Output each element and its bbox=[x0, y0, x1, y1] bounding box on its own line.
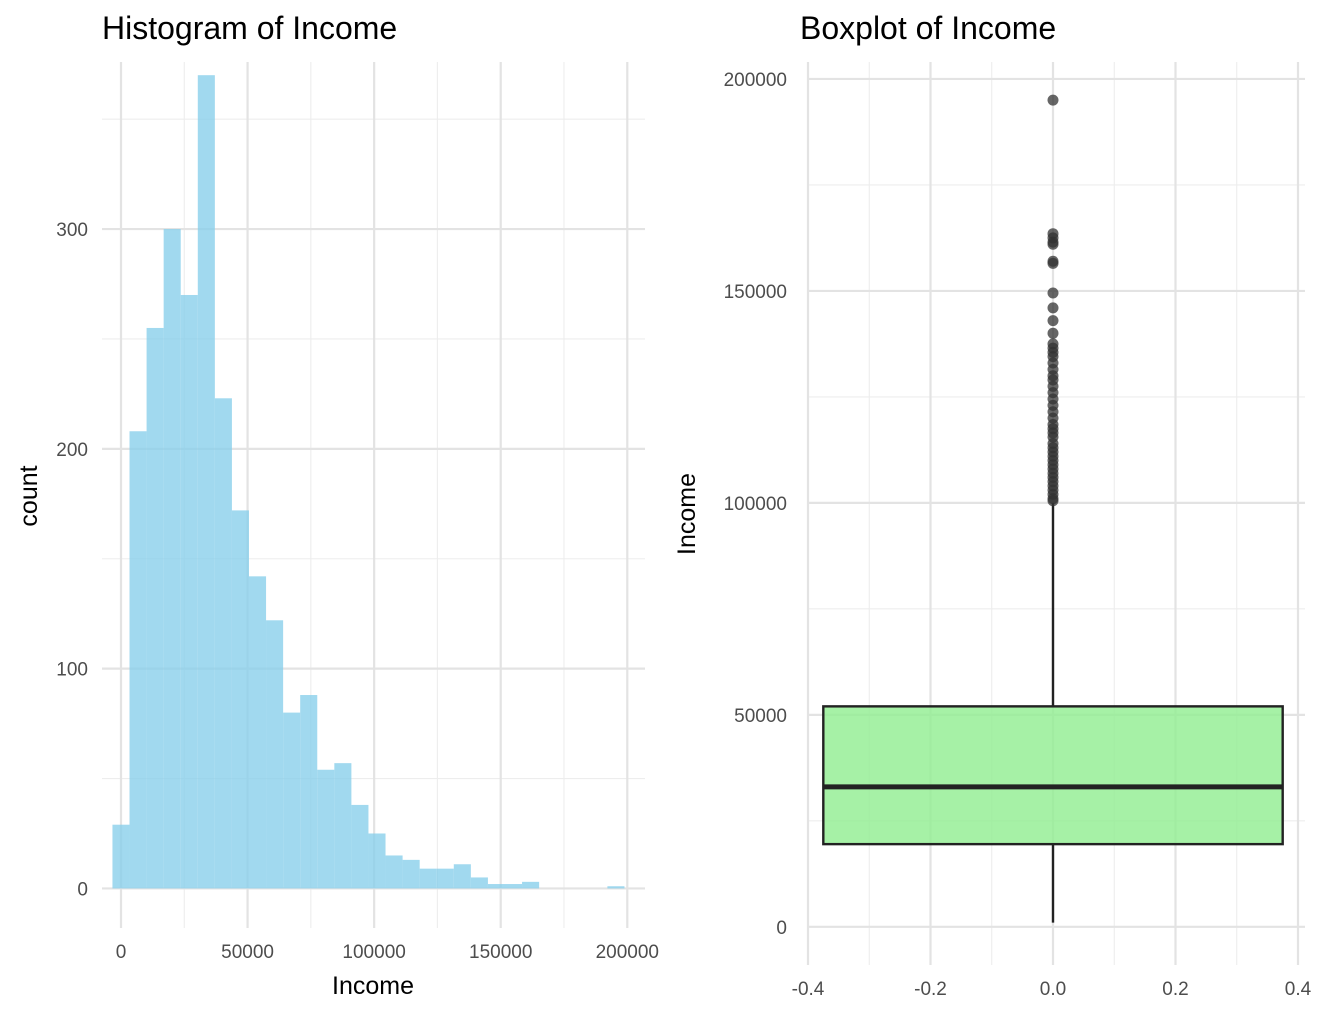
histogram-bar bbox=[385, 855, 403, 889]
histogram-bars bbox=[112, 75, 625, 889]
histogram-bar bbox=[351, 804, 369, 889]
boxplot-x-tick-label: -0.4 bbox=[792, 979, 825, 1000]
histogram-x-tick-label: 100000 bbox=[342, 942, 405, 963]
histogram-title: Histogram of Income bbox=[102, 10, 397, 46]
boxplot-y-tick-label: 150000 bbox=[724, 282, 787, 303]
boxplot-x-tick-label: 0.4 bbox=[1285, 979, 1312, 1000]
boxplot-y-tick-label: 200000 bbox=[724, 70, 787, 91]
boxplot-panel: Boxplot of Income -0.4 -0.2 0.0 0.2 0.4 0 500… bbox=[673, 10, 1312, 1000]
histogram-bar bbox=[146, 327, 164, 889]
histogram-bar bbox=[470, 877, 488, 889]
histogram-bar bbox=[266, 620, 284, 889]
histogram-bar bbox=[504, 884, 523, 889]
histogram-bar bbox=[453, 864, 471, 889]
histogram-y-tick-label: 0 bbox=[77, 879, 88, 900]
histogram-bar bbox=[317, 769, 335, 889]
histogram-bar bbox=[334, 763, 352, 889]
boxplot-outlier-point bbox=[1047, 315, 1059, 327]
histogram-bar bbox=[214, 398, 232, 889]
histogram-bar bbox=[300, 695, 318, 889]
boxplot-outlier-point bbox=[1047, 327, 1059, 339]
boxplot-outlier-point bbox=[1047, 302, 1059, 314]
boxplot-y-tick-label: 50000 bbox=[734, 706, 787, 727]
boxplot-iqr-box bbox=[822, 705, 1284, 846]
boxplot-x-tick-labels: -0.4 -0.2 0.0 0.2 0.4 bbox=[792, 979, 1312, 1000]
histogram-x-tick-label: 150000 bbox=[469, 942, 532, 963]
boxplot-outlier-point bbox=[1047, 257, 1059, 269]
histogram-bar bbox=[368, 833, 386, 889]
histogram-y-tick-label: 300 bbox=[56, 220, 88, 241]
histogram-bar bbox=[487, 884, 505, 889]
boxplot-outlier-point bbox=[1047, 287, 1059, 299]
histogram-panel: Histogram of Income 0 50000 100000 150000 20… bbox=[15, 10, 659, 1000]
histogram-bar bbox=[283, 712, 301, 889]
boxplot-y-tick-label: 100000 bbox=[724, 494, 787, 515]
histogram-y-tick-label: 100 bbox=[56, 660, 88, 681]
histogram-y-tick-label: 200 bbox=[56, 440, 88, 461]
boxplot-outlier-point bbox=[1047, 495, 1059, 507]
boxplot-outlier-point bbox=[1047, 94, 1059, 106]
boxplot-y-axis-title: Income bbox=[673, 473, 701, 555]
histogram-bar bbox=[522, 881, 540, 889]
boxplot-outlier-point bbox=[1047, 238, 1059, 250]
histogram-x-axis-title: Income bbox=[332, 972, 414, 1000]
histogram-bar bbox=[419, 868, 437, 889]
histogram-bar bbox=[112, 824, 130, 889]
boxplot-title: Boxplot of Income bbox=[800, 10, 1056, 46]
histogram-x-tick-label: 50000 bbox=[221, 942, 274, 963]
histogram-x-tick-label: 0 bbox=[116, 942, 127, 963]
histogram-bar bbox=[231, 510, 249, 889]
histogram-y-axis-title: count bbox=[15, 465, 43, 526]
histogram-bar bbox=[129, 431, 147, 889]
histogram-y-tick-labels: 0 100 200 300 bbox=[56, 220, 88, 900]
boxplot-x-tick-label: 0.2 bbox=[1162, 979, 1188, 1000]
histogram-bar bbox=[197, 75, 215, 889]
histogram-x-tick-label: 200000 bbox=[596, 942, 659, 963]
histogram-x-tick-labels: 0 50000 100000 150000 200000 bbox=[116, 942, 659, 963]
histogram-bar bbox=[163, 229, 181, 889]
histogram-bar bbox=[402, 859, 420, 889]
boxplot-x-tick-label: -0.2 bbox=[914, 979, 947, 1000]
histogram-bar bbox=[607, 886, 625, 889]
boxplot-outliers bbox=[1047, 94, 1059, 507]
boxplot-box bbox=[822, 502, 1284, 923]
boxplot-y-tick-label: 0 bbox=[776, 918, 787, 939]
histogram-bar bbox=[180, 294, 198, 889]
boxplot-y-tick-labels: 0 50000 100000 150000 200000 bbox=[724, 70, 787, 939]
boxplot-x-tick-label: 0.0 bbox=[1040, 979, 1066, 1000]
histogram-bar bbox=[248, 576, 267, 889]
histogram-bar bbox=[436, 868, 454, 889]
